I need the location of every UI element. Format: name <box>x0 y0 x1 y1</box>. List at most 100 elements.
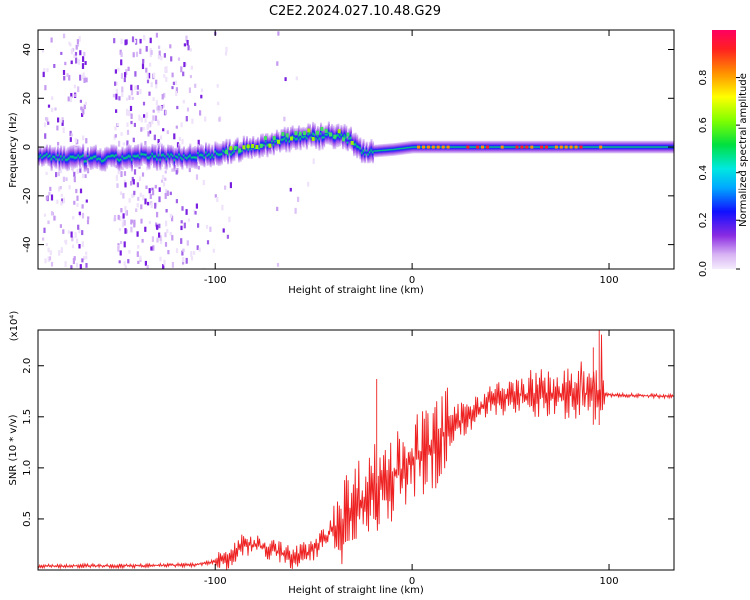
noise-cell <box>45 243 48 247</box>
noise-cell <box>46 68 49 73</box>
noise-cell <box>139 38 142 44</box>
ridge-cell <box>587 140 590 154</box>
ridge-cell <box>650 140 653 154</box>
noise-cell <box>42 71 45 78</box>
noise-cell <box>140 127 143 132</box>
noise-cell <box>85 77 88 83</box>
noise-cell <box>128 198 131 203</box>
ridge-cell <box>299 127 302 151</box>
ridge-blob <box>311 137 315 141</box>
colorbar-gradient <box>712 30 736 269</box>
ridge-cell <box>641 140 644 154</box>
noise-cell <box>71 244 75 249</box>
ridge-cell <box>41 148 44 167</box>
noise-cell <box>81 63 85 69</box>
noise-cell <box>75 57 78 64</box>
ridge-cell <box>364 145 367 164</box>
noise-cell <box>85 251 88 255</box>
noise-cell <box>59 186 62 190</box>
noise-cell <box>167 250 170 255</box>
noise-cell <box>142 58 145 64</box>
ridge-cell <box>83 150 86 173</box>
noise-cell <box>140 218 143 224</box>
ridge-cell <box>101 151 104 172</box>
ridge-cell <box>58 147 61 172</box>
ridge-cell <box>420 140 423 154</box>
ridge-cell <box>156 147 159 171</box>
noise-cell <box>80 106 83 111</box>
noise-cell <box>62 229 65 234</box>
noise-cell <box>191 118 194 124</box>
ridge-cell <box>302 126 305 148</box>
ridge-cell <box>264 133 267 151</box>
ridge-cell <box>387 143 390 157</box>
noise-cell <box>53 215 56 221</box>
noise-cell <box>112 93 115 98</box>
noise-cell <box>42 237 45 241</box>
noise-cell <box>84 174 87 178</box>
noise-cell <box>189 48 192 52</box>
noise-cell <box>120 59 123 66</box>
peak-cell <box>564 145 568 149</box>
peak-cell <box>554 145 558 149</box>
ridge-cell <box>115 145 118 165</box>
noise-cell <box>166 190 169 197</box>
ridge-blob <box>229 146 233 151</box>
ridge-cell <box>112 144 115 167</box>
noise-cell <box>118 140 121 147</box>
ridge-cell <box>93 145 96 168</box>
ridge-cell <box>474 140 477 154</box>
ridge-cell <box>408 141 411 154</box>
noise-cell <box>44 133 47 139</box>
ridge-cell <box>116 149 119 170</box>
ridge-blob <box>251 144 255 148</box>
noise-cell <box>155 224 159 229</box>
ridge-cell <box>537 140 540 154</box>
ridge-cell <box>85 150 88 172</box>
noise-cell <box>164 232 167 238</box>
noise-cell <box>69 96 73 103</box>
noise-cell <box>212 248 215 253</box>
noise-cell <box>78 228 81 234</box>
noise-cell <box>61 198 64 204</box>
noise-cell <box>124 72 127 78</box>
ridge-cell <box>370 139 373 162</box>
ridge-cell <box>496 140 499 154</box>
ridge-cell <box>360 142 363 164</box>
y-tick-label: 1.5 <box>22 409 33 425</box>
ridge-cell <box>505 140 508 154</box>
ridge-cell <box>162 145 165 165</box>
ridge-cell <box>663 140 666 154</box>
noise-cell <box>202 180 205 186</box>
ridge-cell <box>620 140 623 154</box>
ridge-cell <box>642 140 645 154</box>
noise-cell <box>133 190 136 195</box>
noise-cell <box>158 223 161 229</box>
noise-cell <box>180 225 183 231</box>
peak-cell <box>436 145 440 149</box>
ridge-cell <box>60 145 63 168</box>
noise-cell <box>146 73 149 79</box>
noise-cell <box>76 195 79 201</box>
noise-cell <box>226 234 229 239</box>
ridge-cell <box>457 140 460 154</box>
ridge-cell <box>216 142 219 165</box>
noise-cell <box>64 61 67 66</box>
ridge-cell <box>523 140 526 154</box>
y-tick-label: 0.5 <box>22 511 33 527</box>
ridge-cell <box>127 144 130 168</box>
noise-cell <box>183 62 186 68</box>
noise-cell <box>86 219 90 225</box>
noise-cell <box>63 75 66 81</box>
ridge-cell <box>186 148 189 169</box>
noise-cell <box>76 139 79 145</box>
noise-cell <box>150 202 153 209</box>
ridge-cell <box>315 128 318 149</box>
noise-cell <box>144 226 147 232</box>
noise-cell <box>119 191 123 196</box>
ridge-cell <box>86 147 89 165</box>
ridge-cell <box>197 144 200 162</box>
ridge-cell <box>222 141 225 161</box>
noise-cell <box>123 261 126 266</box>
noise-cell <box>61 120 64 126</box>
